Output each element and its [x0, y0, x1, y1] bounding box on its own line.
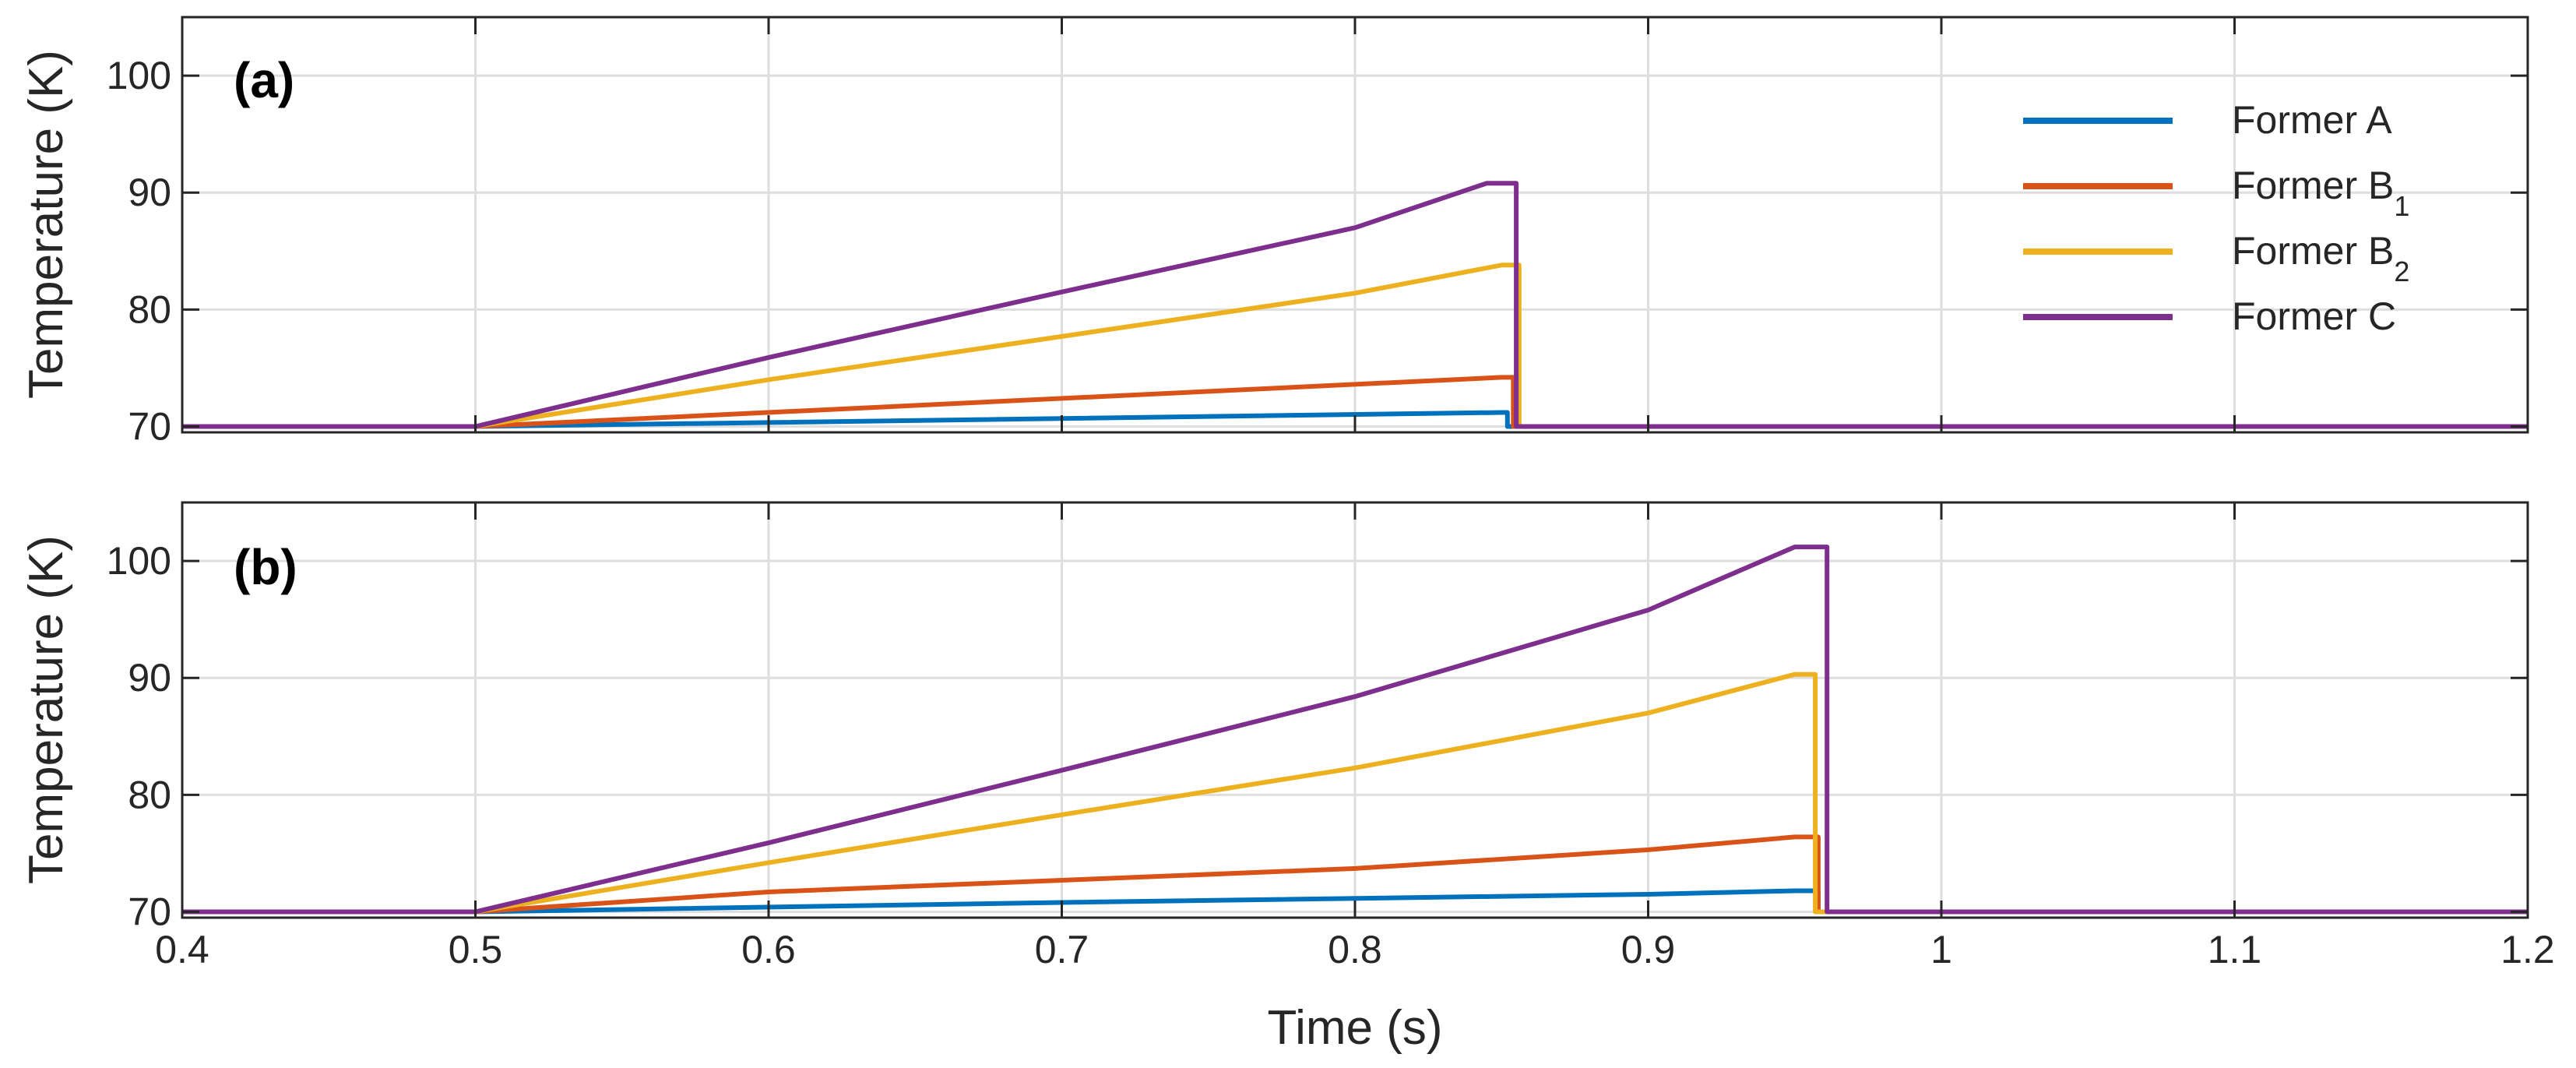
panel-a-ticks: 70 80 90 100 — [107, 17, 2529, 448]
panel-b-y-axis-label: Temperature (K) — [19, 535, 73, 884]
panel-b-y-tick-label: 90 — [128, 656, 171, 700]
x-tick-label: 0.7 — [1035, 928, 1089, 971]
panel-a-y-tick-label: 80 — [128, 287, 171, 331]
x-tick-label: 1.2 — [2500, 928, 2555, 971]
panel-a-series-former-c — [182, 181, 2528, 429]
panel-b-series-former-b1 — [182, 834, 2528, 915]
x-tick-label: 0.5 — [449, 928, 503, 971]
legend-label-former-c: Former C — [2232, 294, 2396, 338]
panel-a-y-tick-label: 90 — [128, 171, 171, 214]
panel-a-series — [182, 181, 2528, 429]
panel-a-y-axis-label: Temperature (K) — [19, 50, 73, 399]
panel-a-grid — [182, 17, 2528, 432]
x-tick-label: 0.9 — [1621, 928, 1676, 971]
panel-b-series — [182, 545, 2528, 915]
panel-b-y-tick-label: 100 — [107, 539, 171, 583]
panel-a-y-tick-label: 100 — [107, 54, 171, 97]
x-tick-label: 0.8 — [1328, 928, 1382, 971]
panel-b-y-tick-label: 70 — [128, 890, 171, 933]
x-tick-label: 1 — [1930, 928, 1952, 971]
panel-b: 0.4 0.5 0.6 0.7 0.8 0.9 1 1.1 1.2 70 80 90 100 Tempe… — [19, 501, 2555, 1055]
panel-b-grid — [182, 502, 2528, 918]
panel-b-label: (b) — [234, 539, 297, 595]
legend-label-former-b1: Former B1 — [2232, 164, 2409, 222]
panel-b-ticks: 0.4 0.5 0.6 0.7 0.8 0.9 1 1.1 1.2 70 80 90 100 — [107, 502, 2555, 971]
panel-b-series-former-c — [182, 545, 2528, 915]
panel-b-y-tick-label: 80 — [128, 773, 171, 816]
legend-label-former-b2: Former B2 — [2232, 229, 2409, 287]
x-tick-label: 1.1 — [2208, 928, 2262, 971]
panel-b-series-former-b2 — [182, 671, 2528, 915]
legend: Former A Former B1 Former B2 Former C — [2023, 98, 2409, 338]
panel-a-label: (a) — [234, 52, 294, 108]
x-tick-label: 0.4 — [155, 928, 209, 971]
x-tick-label: 0.6 — [741, 928, 796, 971]
panel-a-y-tick-label: 70 — [128, 404, 171, 448]
x-axis-label: Time (s) — [1268, 1001, 1443, 1055]
panel-a-series-former-b2 — [182, 263, 2528, 429]
legend-label-former-a: Former A — [2232, 98, 2392, 142]
